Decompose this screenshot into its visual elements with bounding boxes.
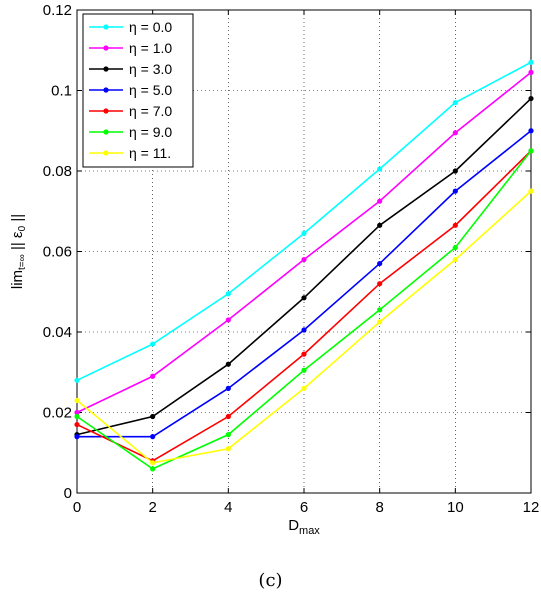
data-point xyxy=(74,413,80,420)
legend-entry: η = 0.0 xyxy=(89,19,172,35)
data-point xyxy=(528,188,534,194)
legend-label: η = 0.0 xyxy=(129,19,172,35)
data-point xyxy=(528,69,534,75)
legend-label: η = 11. xyxy=(129,145,171,161)
data-point xyxy=(150,373,156,379)
legend-swatch-marker xyxy=(103,24,109,30)
y-tick-label: 0.08 xyxy=(43,163,72,180)
data-point xyxy=(528,95,534,102)
data-point xyxy=(225,361,231,367)
data-point xyxy=(225,432,231,438)
legend-entry: η = 1.0 xyxy=(89,40,172,56)
x-tick-label: 0 xyxy=(73,499,81,516)
x-tick-label: 4 xyxy=(224,499,232,516)
data-point xyxy=(225,413,231,420)
legend-entry: η = 9.0 xyxy=(89,124,172,140)
legend-label: η = 1.0 xyxy=(129,40,172,56)
legend-swatch-marker xyxy=(103,108,109,114)
legend-entry: η = 7.0 xyxy=(89,103,172,119)
legend-label: η = 5.0 xyxy=(129,82,172,98)
data-point xyxy=(452,256,458,263)
data-point xyxy=(225,291,231,297)
legend-entry: η = 5.0 xyxy=(89,82,172,98)
y-axis-label: limt=∞ || ε0 || xyxy=(9,214,28,289)
data-point xyxy=(150,341,156,347)
data-point xyxy=(377,222,383,228)
series-3 xyxy=(74,128,534,440)
data-point xyxy=(452,244,458,251)
data-point xyxy=(377,307,383,313)
data-point xyxy=(377,319,383,325)
series-6 xyxy=(74,188,534,466)
legend-swatch-marker xyxy=(103,129,109,135)
legend-label: η = 7.0 xyxy=(129,103,172,119)
x-axis-label: Dmax xyxy=(288,517,320,537)
data-point xyxy=(150,434,156,440)
data-point xyxy=(452,188,458,194)
data-point xyxy=(301,256,307,263)
data-point xyxy=(301,230,307,236)
data-series xyxy=(74,59,534,472)
data-point xyxy=(452,130,458,136)
data-point xyxy=(528,148,534,154)
series-1 xyxy=(74,69,534,416)
series-4 xyxy=(74,148,534,464)
legend-label: η = 9.0 xyxy=(129,124,172,140)
data-point xyxy=(301,295,307,301)
y-tick-label: 0.12 xyxy=(43,2,72,19)
data-point xyxy=(301,367,307,373)
x-tick-label: 10 xyxy=(447,499,464,516)
data-point xyxy=(377,260,383,267)
y-tick-label: 0.06 xyxy=(43,244,72,261)
x-tick-label: 6 xyxy=(300,499,308,516)
data-point xyxy=(528,59,534,65)
legend-swatch-marker xyxy=(103,66,109,72)
y-tick-label: 0 xyxy=(64,485,72,502)
data-point xyxy=(377,281,383,287)
data-point xyxy=(528,128,534,134)
data-point xyxy=(377,166,383,172)
data-point xyxy=(301,351,307,357)
data-point xyxy=(74,409,80,416)
legend-entry: η = 11. xyxy=(89,145,171,161)
x-tick-label: 8 xyxy=(375,499,383,516)
legend-label: η = 3.0 xyxy=(129,61,172,77)
axis-ticks: 0 2 4 6 8 10 12 0 0.02 0.04 0.06 0.08 0.1 0.12 xyxy=(43,2,540,516)
data-point xyxy=(225,385,231,391)
legend-swatch-marker xyxy=(103,45,109,51)
data-point xyxy=(301,327,307,333)
x-tick-label: 2 xyxy=(148,499,156,516)
y-tick-label: 0.04 xyxy=(43,324,72,341)
data-point xyxy=(377,198,383,204)
legend: η = 0.0 η = 1.0 η = 3.0 η = 5.0 η = 7.0 η = 9… xyxy=(82,13,194,168)
data-point xyxy=(150,466,156,472)
legend-entry: η = 3.0 xyxy=(89,61,172,77)
data-point xyxy=(74,421,80,428)
data-point xyxy=(452,99,458,106)
data-point xyxy=(150,413,156,420)
data-point xyxy=(452,222,458,228)
legend-swatch-marker xyxy=(103,87,109,93)
data-point xyxy=(74,377,80,383)
data-point xyxy=(74,434,80,440)
legend-swatch-marker xyxy=(103,150,109,156)
series-2 xyxy=(74,95,534,438)
data-point xyxy=(301,385,307,391)
data-point xyxy=(225,317,231,323)
series-5 xyxy=(74,148,534,472)
figure-caption: (c) xyxy=(258,570,283,591)
x-tick-label: 12 xyxy=(523,499,540,516)
y-tick-label: 0.1 xyxy=(51,83,72,100)
data-point xyxy=(150,460,156,466)
data-point xyxy=(452,168,458,174)
data-point xyxy=(225,446,231,452)
series-0 xyxy=(74,59,534,383)
data-point xyxy=(74,397,80,404)
y-tick-label: 0.02 xyxy=(43,405,72,422)
